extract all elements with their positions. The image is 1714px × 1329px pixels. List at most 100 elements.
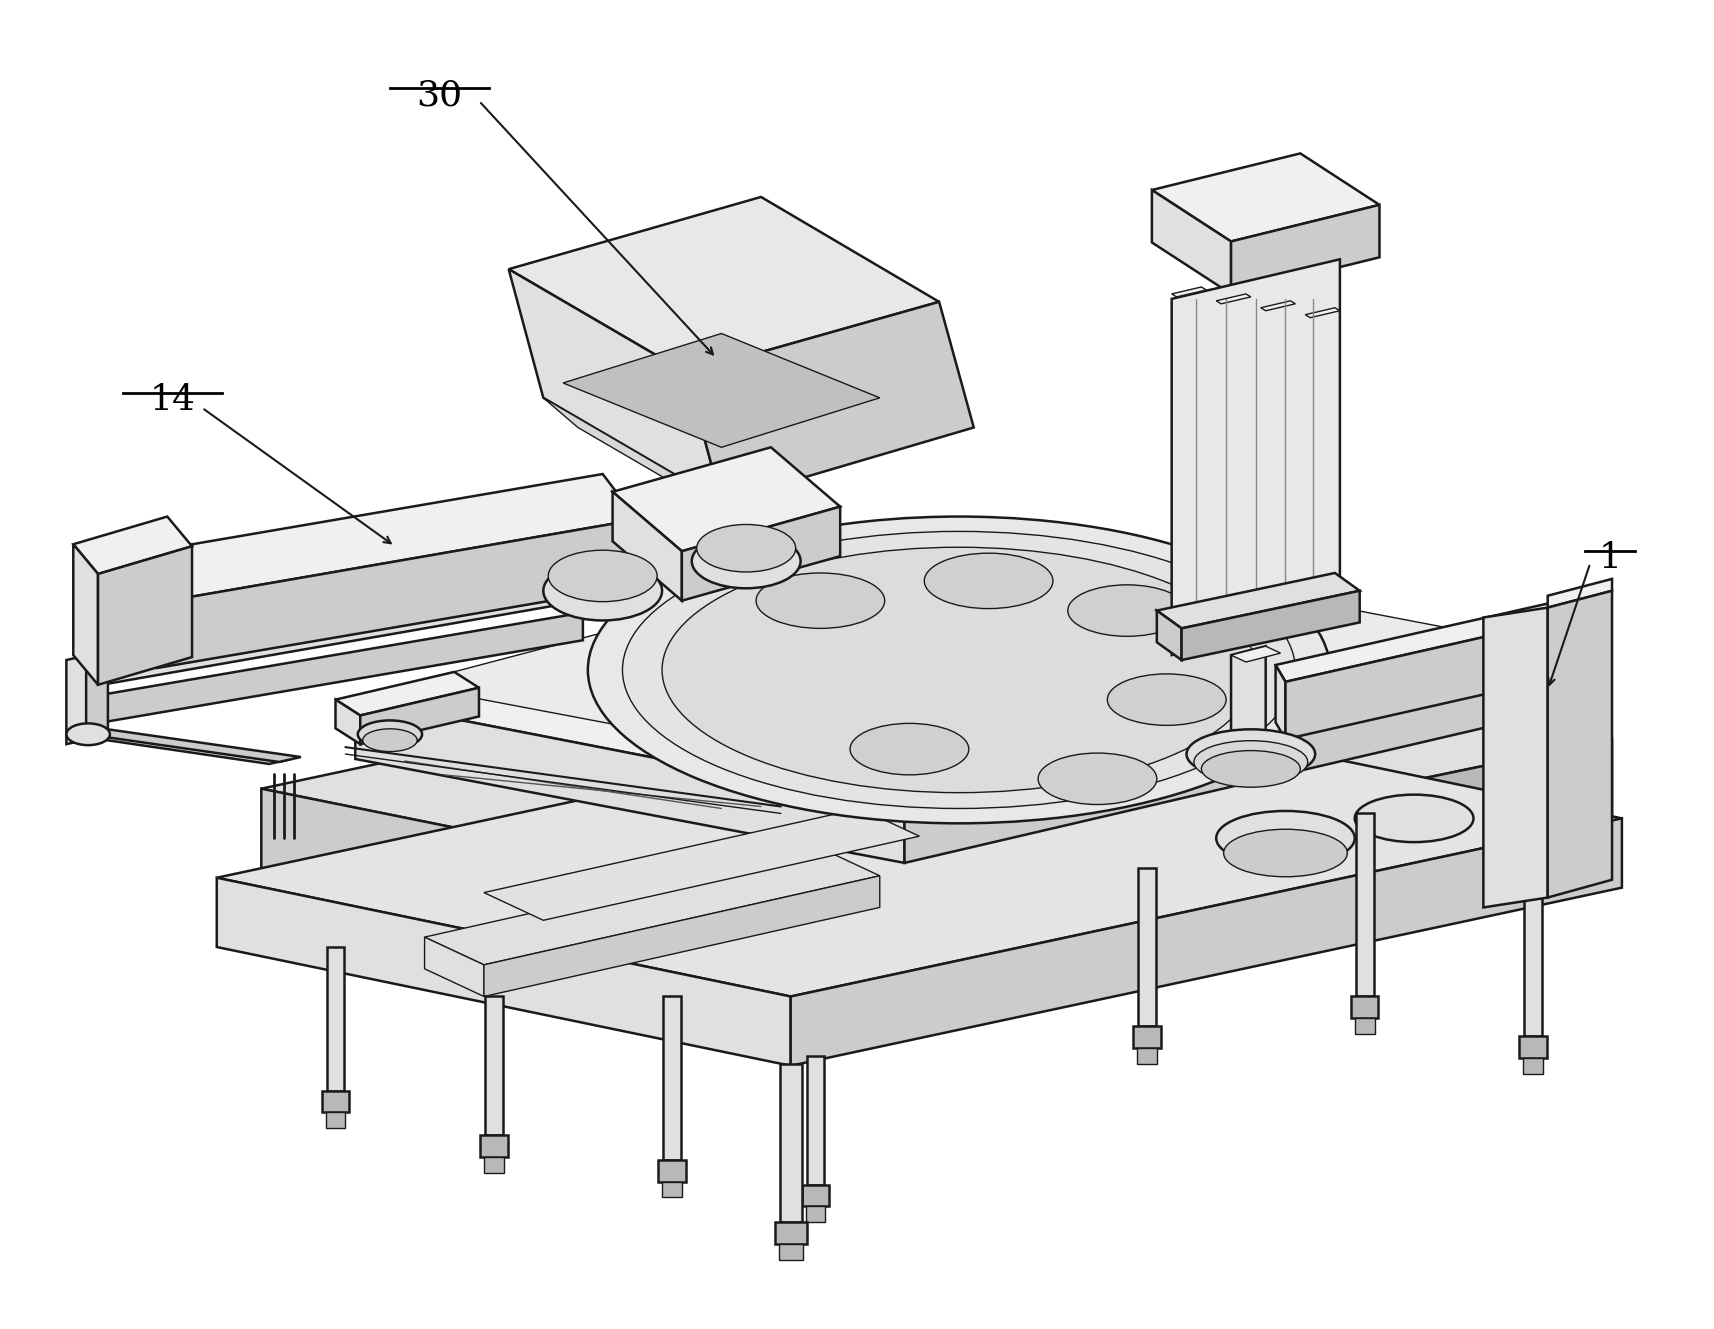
Polygon shape [1152,190,1231,294]
Polygon shape [1306,308,1340,318]
Ellipse shape [662,548,1256,792]
Polygon shape [543,397,756,532]
Polygon shape [261,788,826,986]
Ellipse shape [756,573,884,629]
Polygon shape [360,687,478,744]
Polygon shape [1217,294,1251,304]
Ellipse shape [692,534,800,589]
Ellipse shape [363,728,417,752]
Polygon shape [336,672,478,715]
Polygon shape [564,334,879,448]
Polygon shape [1181,591,1359,661]
Polygon shape [74,517,192,574]
Polygon shape [74,613,583,727]
Polygon shape [405,537,1524,788]
Text: 1: 1 [1599,541,1621,575]
Polygon shape [1231,205,1380,294]
Polygon shape [612,448,840,552]
Polygon shape [261,621,1613,902]
Polygon shape [483,808,919,920]
Ellipse shape [1107,674,1226,726]
Polygon shape [1275,595,1592,682]
Polygon shape [612,492,682,601]
Polygon shape [1136,1049,1157,1063]
Ellipse shape [1354,795,1474,843]
Text: 30: 30 [417,78,463,112]
Polygon shape [1133,1026,1160,1049]
Polygon shape [806,1207,826,1223]
Polygon shape [322,1091,350,1112]
Polygon shape [326,1112,346,1128]
Polygon shape [1524,1058,1543,1074]
Polygon shape [1286,613,1592,739]
Polygon shape [1157,573,1359,629]
Ellipse shape [588,517,1330,824]
Polygon shape [658,1160,686,1181]
Polygon shape [509,270,722,502]
Polygon shape [480,1135,507,1156]
Polygon shape [355,699,905,863]
Polygon shape [336,699,360,744]
Polygon shape [1172,259,1340,655]
Ellipse shape [1202,751,1301,787]
Polygon shape [807,1055,824,1184]
Polygon shape [905,655,1563,863]
Ellipse shape [1224,829,1347,877]
Polygon shape [158,520,638,668]
Polygon shape [1548,579,1613,607]
Polygon shape [123,556,158,668]
Polygon shape [775,1223,807,1244]
Ellipse shape [67,723,110,746]
Polygon shape [67,655,87,744]
Polygon shape [425,848,879,965]
Polygon shape [67,730,291,764]
Polygon shape [1524,897,1543,1037]
Polygon shape [327,948,345,1091]
Polygon shape [1138,868,1155,1026]
Polygon shape [86,730,302,762]
Ellipse shape [358,720,422,748]
Polygon shape [790,819,1621,1066]
Polygon shape [780,1063,802,1223]
Polygon shape [1356,813,1373,997]
Ellipse shape [543,561,662,621]
Ellipse shape [924,553,1052,609]
Polygon shape [216,877,790,1066]
Polygon shape [802,1184,830,1207]
Ellipse shape [850,723,968,775]
Ellipse shape [1217,811,1354,865]
Polygon shape [1231,646,1280,662]
Polygon shape [1172,287,1207,296]
Polygon shape [1483,607,1548,908]
Polygon shape [662,1181,682,1197]
Ellipse shape [1068,585,1186,637]
Ellipse shape [548,550,656,602]
Polygon shape [663,997,680,1160]
Polygon shape [123,474,638,602]
Polygon shape [1231,646,1265,748]
Polygon shape [425,937,483,997]
Ellipse shape [1186,730,1315,779]
Polygon shape [778,1244,802,1260]
Polygon shape [1275,664,1286,739]
Text: 14: 14 [149,383,195,417]
Polygon shape [483,1156,504,1172]
Polygon shape [86,655,108,744]
Polygon shape [74,545,98,684]
Polygon shape [483,876,879,997]
Polygon shape [1519,1037,1546,1058]
Polygon shape [355,546,1563,807]
Polygon shape [216,699,1621,997]
Ellipse shape [1195,740,1308,783]
Polygon shape [1351,997,1378,1018]
Polygon shape [509,197,939,373]
Ellipse shape [1039,754,1157,804]
Polygon shape [1548,591,1613,897]
Polygon shape [98,546,192,684]
Polygon shape [682,506,840,601]
Polygon shape [485,997,502,1135]
Ellipse shape [696,525,795,571]
Polygon shape [1262,300,1296,311]
Polygon shape [1157,610,1181,661]
Polygon shape [826,739,1613,986]
